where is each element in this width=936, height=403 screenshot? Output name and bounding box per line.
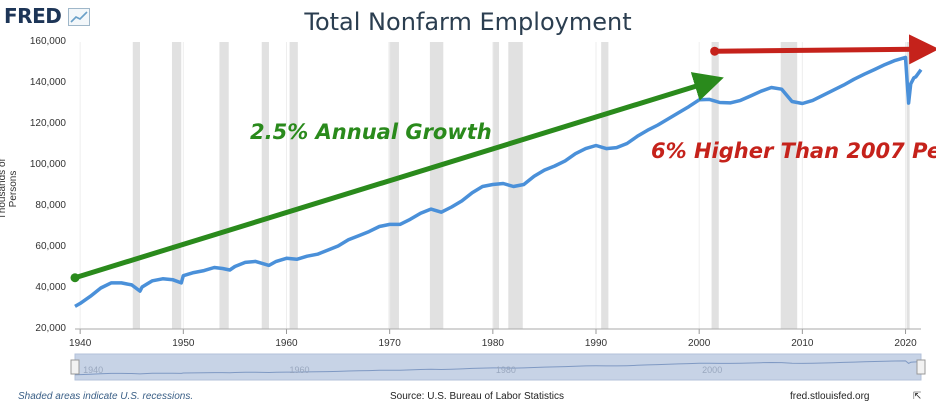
navigator-label: 1960: [290, 365, 310, 375]
trend-arrow-start-dot: [70, 273, 80, 283]
navigator-left-handle: [70, 359, 80, 375]
y-tick-label: 100,000: [29, 159, 66, 170]
x-tick-label: 2020: [894, 338, 917, 349]
recession-band: [906, 42, 910, 329]
recession-band: [289, 42, 298, 329]
y-tick-label: 120,000: [29, 118, 66, 129]
expand-icon[interactable]: ⇱: [913, 391, 922, 402]
annotation-annual-growth: 2.5% Annual Growth: [250, 120, 492, 144]
fred-logo[interactable]: FRED: [4, 4, 62, 28]
x-tick-label: 1960: [275, 338, 298, 349]
recession-band: [132, 42, 140, 329]
x-tick-label: 1980: [481, 338, 504, 349]
navigator-range: [74, 353, 922, 381]
x-tick-label: 2000: [688, 338, 711, 349]
source-text: Source: U.S. Bureau of Labor Statistics: [390, 391, 564, 402]
y-tick-label: 20,000: [35, 323, 66, 334]
recession-band: [388, 42, 399, 329]
y-tick-label: 40,000: [35, 282, 66, 293]
x-tick-label: 1970: [378, 338, 401, 349]
x-tick-label: 1950: [172, 338, 195, 349]
growth-trend-arrow: [74, 72, 724, 281]
x-tick-label: 2010: [791, 338, 814, 349]
annotation-higher-than-peak: 6% Higher Than 2007 Peak: [651, 139, 936, 163]
x-tick-label: 1940: [69, 338, 92, 349]
recession-note: Shaded areas indicate U.S. recessions.: [18, 391, 194, 402]
line-chart-icon: [68, 8, 90, 26]
peak-trend-arrow: [714, 34, 936, 65]
recession-band: [261, 42, 269, 329]
navigator-series-line: [74, 360, 922, 376]
trend-arrow-start-dot: [710, 46, 720, 56]
recession-band: [219, 42, 229, 329]
y-tick-label: 160,000: [29, 36, 66, 47]
navigator-right-handle: [916, 359, 926, 375]
recession-band: [429, 42, 444, 329]
navigator-label: 1980: [496, 365, 516, 375]
y-tick-label: 60,000: [35, 241, 66, 252]
x-tick-label: 1990: [584, 338, 608, 349]
recession-band: [601, 42, 609, 329]
recession-band: [171, 42, 182, 329]
navigator-label: 2000: [702, 365, 722, 375]
y-tick-label: 140,000: [29, 77, 66, 88]
recession-band: [711, 42, 719, 329]
navigator-label: 1940: [83, 365, 103, 375]
y-tick-label: 80,000: [35, 200, 66, 211]
chart-title: Total Nonfarm Employment: [304, 8, 632, 36]
series-line: [74, 55, 923, 308]
site-link[interactable]: fred.stlouisfed.org: [790, 391, 870, 402]
recession-band: [780, 42, 798, 329]
